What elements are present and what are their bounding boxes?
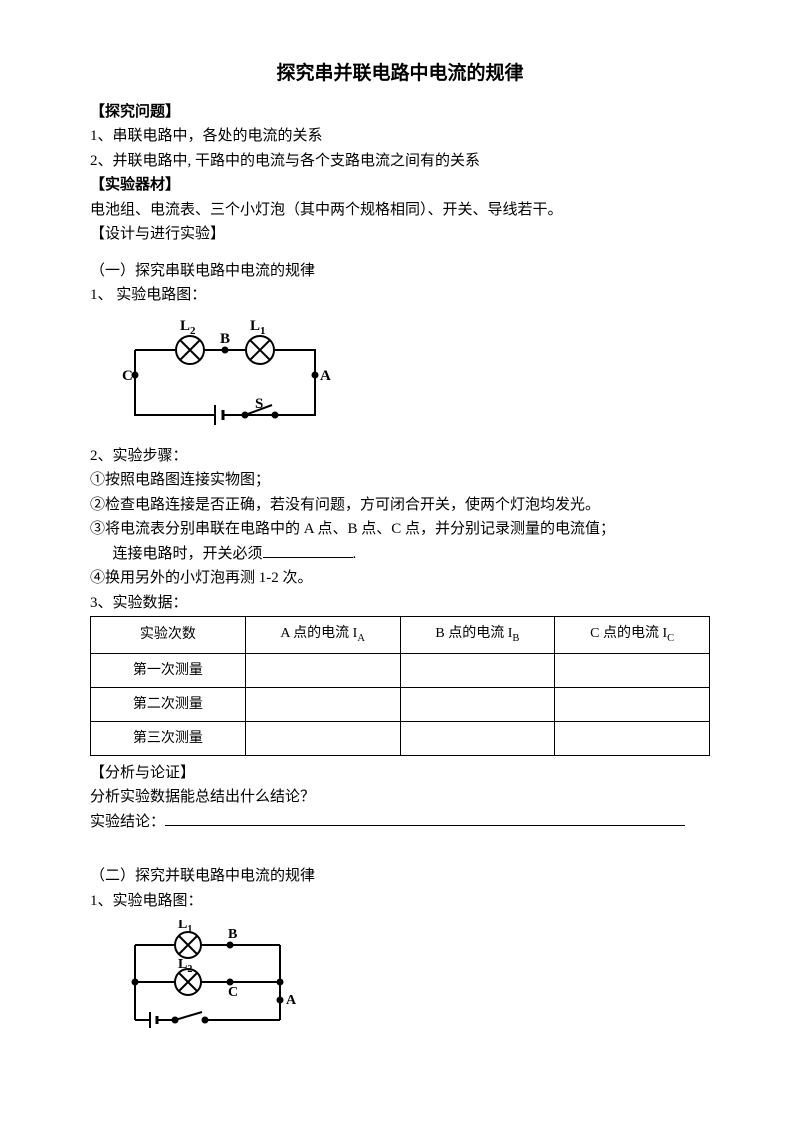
exp1-title: （一）探究串联电路中电流的规律 <box>90 260 710 283</box>
svg-text:C: C <box>122 368 133 384</box>
section-analysis: 【分析与论证】 <box>90 762 710 785</box>
table-row: 第一次测量 <box>91 653 710 687</box>
section-inquiry: 【探究问题】 <box>90 101 710 124</box>
svg-text:S: S <box>255 396 263 412</box>
table-header-row: 实验次数 A 点的电流 IA B 点的电流 IB C 点的电流 IC <box>91 617 710 654</box>
th-ib: B 点的电流 IB <box>400 617 555 654</box>
blank-switch <box>263 543 353 558</box>
analysis-question: 分析实验数据能总结出什么结论？ <box>90 786 710 809</box>
section-equipment: 【实验器材】 <box>90 174 710 197</box>
th-count: 实验次数 <box>91 617 246 654</box>
row3-label: 第三次测量 <box>91 721 246 755</box>
svg-text:L1: L1 <box>250 318 266 337</box>
question-1: 1、串联电路中，各处的电流的关系 <box>90 125 710 148</box>
exp2-label-1: 1、实验电路图： <box>90 890 710 913</box>
section-design: 【设计与进行实验】 <box>90 223 710 246</box>
svg-text:L2: L2 <box>180 318 196 337</box>
exp2-title: （二）探究并联电路中电流的规律 <box>90 865 710 888</box>
row2-label: 第二次测量 <box>91 687 246 721</box>
svg-text:B: B <box>220 331 230 347</box>
step-4: ④换用另外的小灯泡再测 1-2 次。 <box>90 567 710 590</box>
blank-conclusion <box>165 811 685 826</box>
svg-text:A: A <box>320 368 331 384</box>
step-3a: ③将电流表分别串联在电路中的 A 点、B 点、C 点，并分别记录测量的电流值； <box>90 518 710 541</box>
table-row: 第三次测量 <box>91 721 710 755</box>
svg-text:A: A <box>286 993 297 1008</box>
conclusion-line: 实验结论： <box>90 811 710 834</box>
svg-text:B: B <box>228 927 237 942</box>
exp1-label-2: 2、实验步骤： <box>90 445 710 468</box>
data-table: 实验次数 A 点的电流 IA B 点的电流 IB C 点的电流 IC 第一次测量… <box>90 616 710 756</box>
step-3b: 连接电路时，开关必须. <box>90 543 710 566</box>
question-2: 2、并联电路中, 干路中的电流与各个支路电流之间有的关系 <box>90 150 710 173</box>
th-ic: C 点的电流 IC <box>555 617 710 654</box>
table-row: 第二次测量 <box>91 687 710 721</box>
step-1: ①按照电路图连接实物图； <box>90 469 710 492</box>
equipment-text: 电池组、电流表、三个小灯泡（其中两个规格相同）、开关、导线若干。 <box>90 199 710 222</box>
exp1-label-3: 3、实验数据： <box>90 592 710 615</box>
th-ia: A 点的电流 IA <box>245 617 400 654</box>
circuit-diagram-parallel: L1 L2 B C A <box>120 920 710 1040</box>
circuit-diagram-series: L2 L1 B C A S <box>120 315 710 435</box>
svg-text:C: C <box>228 985 238 1000</box>
exp1-label-1: 1、 实验电路图： <box>90 284 710 307</box>
row1-label: 第一次测量 <box>91 653 246 687</box>
page-title: 探究串并联电路中电流的规律 <box>90 60 710 89</box>
step-2: ②检查电路连接是否正确，若没有问题，方可闭合开关，使两个灯泡均发光。 <box>90 494 710 517</box>
